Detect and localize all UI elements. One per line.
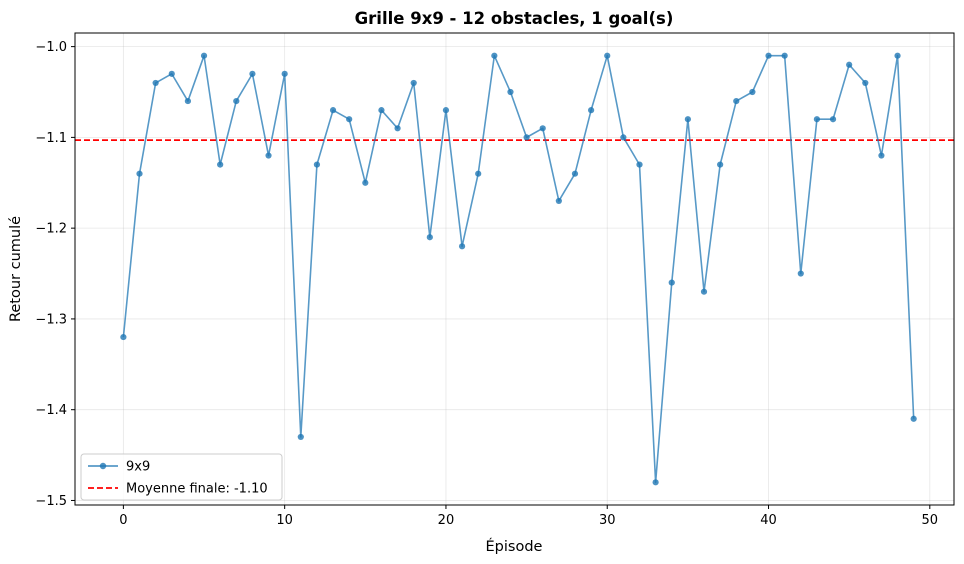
y-tick-label: −1.2 [35, 222, 67, 237]
data-point [555, 197, 562, 205]
data-point [813, 116, 821, 123]
x-tick-label: 50 [922, 513, 939, 528]
data-point [313, 161, 321, 168]
data-point [571, 170, 579, 177]
data-point [507, 88, 514, 96]
legend-marker-9x9 [99, 462, 107, 470]
data-point [765, 52, 772, 59]
data-point [636, 161, 643, 168]
legend: 9x9 Moyenne finale: -1.10 [80, 453, 283, 501]
data-point [797, 270, 804, 277]
series-line [122, 54, 915, 484]
legend-label-9x9: 9x9 [126, 460, 150, 475]
series-layer [120, 52, 917, 486]
data-point [378, 107, 385, 114]
x-axis-title: Épisode [486, 538, 543, 555]
data-point [620, 134, 627, 141]
data-point [410, 79, 417, 87]
legend-label-mean: Moyenne finale: -1.10 [126, 482, 268, 497]
x-tick-label: 0 [119, 513, 127, 528]
y-tick-label: −1.1 [35, 131, 67, 146]
data-point [491, 52, 498, 59]
data-point [878, 152, 885, 159]
data-point [362, 179, 369, 186]
plot-frame [74, 32, 955, 506]
data-point [281, 70, 288, 77]
data-point [475, 170, 482, 177]
data-point [217, 161, 224, 168]
legend-box [80, 453, 283, 501]
data-point [846, 61, 853, 68]
data-point [442, 107, 450, 114]
data-point [168, 70, 175, 77]
data-point [539, 125, 546, 132]
data-point [700, 288, 708, 295]
data-point [120, 333, 127, 341]
y-tick-label: −1.4 [35, 403, 67, 418]
data-point [684, 116, 691, 123]
data-point [394, 125, 401, 132]
data-point [910, 415, 917, 422]
x-tick-label: 20 [438, 513, 455, 528]
data-point [862, 79, 869, 87]
data-point [265, 152, 272, 159]
data-point [249, 70, 256, 77]
data-point [200, 52, 208, 59]
data-point [458, 243, 466, 250]
y-axis-title: Retour cumulé [8, 216, 24, 322]
y-tick-label: −1.3 [35, 312, 67, 327]
data-point [136, 170, 143, 177]
data-point [749, 88, 756, 96]
data-point [233, 97, 240, 105]
data-point [717, 161, 724, 168]
ticks: 0 10 20 30 40 50 −1.5 −1.4 −1.3 −1.2 −1.1 −1.0 [35, 40, 938, 528]
y-tick-label: −1.0 [35, 40, 67, 55]
data-point [733, 97, 740, 105]
data-point [604, 52, 611, 59]
data-point [184, 97, 191, 105]
data-point [829, 116, 837, 123]
x-tick-label: 40 [760, 513, 777, 528]
x-tick-label: 30 [599, 513, 616, 528]
data-point [152, 79, 159, 87]
data-point [426, 234, 433, 241]
data-point [297, 433, 304, 441]
data-point [652, 479, 659, 486]
data-point [588, 107, 595, 114]
data-point [346, 116, 353, 123]
chart-title: Grille 9x9 - 12 obstacles, 1 goal(s) [355, 9, 674, 28]
data-point [894, 52, 901, 59]
data-point [329, 107, 337, 114]
data-point [523, 134, 530, 141]
x-tick-label: 10 [276, 513, 293, 528]
data-point [668, 279, 675, 286]
y-tick-label: −1.5 [35, 494, 67, 509]
data-point [781, 52, 788, 59]
